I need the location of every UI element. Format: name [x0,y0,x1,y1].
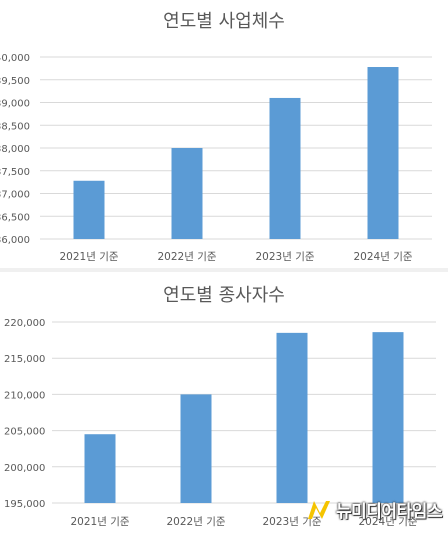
x-category-label: 2023년 기준 [255,251,314,263]
y-tick-label: 210,000 [4,390,45,401]
chart-title: 연도별 사업체수 [163,11,285,32]
chart-employee-count: 연도별 종사자수 195,000 200,000 205,000 210,000 215,… [0,272,448,536]
y-tick-label: 195,000 [4,499,45,510]
watermark: 뉴미디어타임스 [306,497,442,522]
chart-divider [0,268,448,272]
y-tick-label: 36,500 [0,212,30,223]
x-category-label: 2024년 기준 [358,516,417,528]
bar [171,148,203,239]
y-tick-label: 38,000 [0,144,30,155]
bar [269,97,301,239]
y-tick-label: 37,500 [0,167,30,178]
y-tick-label: 37,000 [0,190,30,201]
y-tick-label: 205,000 [4,427,45,438]
y-tick-label: 39,000 [0,99,30,110]
x-category-label: 2022년 기준 [166,516,225,528]
y-tick-label: 220,000 [4,318,45,329]
chart-employee-count-svg: 연도별 종사자수 195,000 200,000 205,000 210,000 215,… [4,285,436,528]
bar [180,394,212,503]
bar [276,332,308,503]
x-category-label: 2023년 기준 [262,516,321,528]
y-tick-label: 38,500 [0,121,30,132]
bar [73,180,105,239]
y-tick-label: 200,000 [4,463,45,474]
watermark-text: 뉴미디어타임스 [336,502,442,522]
chart-business-count: 연도별 사업체수 36,000 36,500 37,000 37,500 38,000 38… [0,11,432,263]
x-category-label: 2022년 기준 [157,251,216,263]
y-tick-label: 40,000 [0,53,30,64]
logo-n-icon [308,500,331,519]
bar [84,434,116,503]
y-tick-label: 36,000 [0,235,30,246]
y-tick-label: 39,500 [0,76,30,87]
x-category-label: 2024년 기준 [353,251,412,263]
chart-title: 연도별 종사자수 [163,285,285,306]
bar [372,332,404,503]
x-category-label: 2021년 기준 [70,516,129,528]
x-category-label: 2021년 기준 [59,251,118,263]
y-tick-label: 215,000 [4,354,45,365]
bar [367,67,399,239]
chart-business-count-svg: 연도별 사업체수 36,000 36,500 37,000 37,500 38,000 38… [0,11,432,263]
